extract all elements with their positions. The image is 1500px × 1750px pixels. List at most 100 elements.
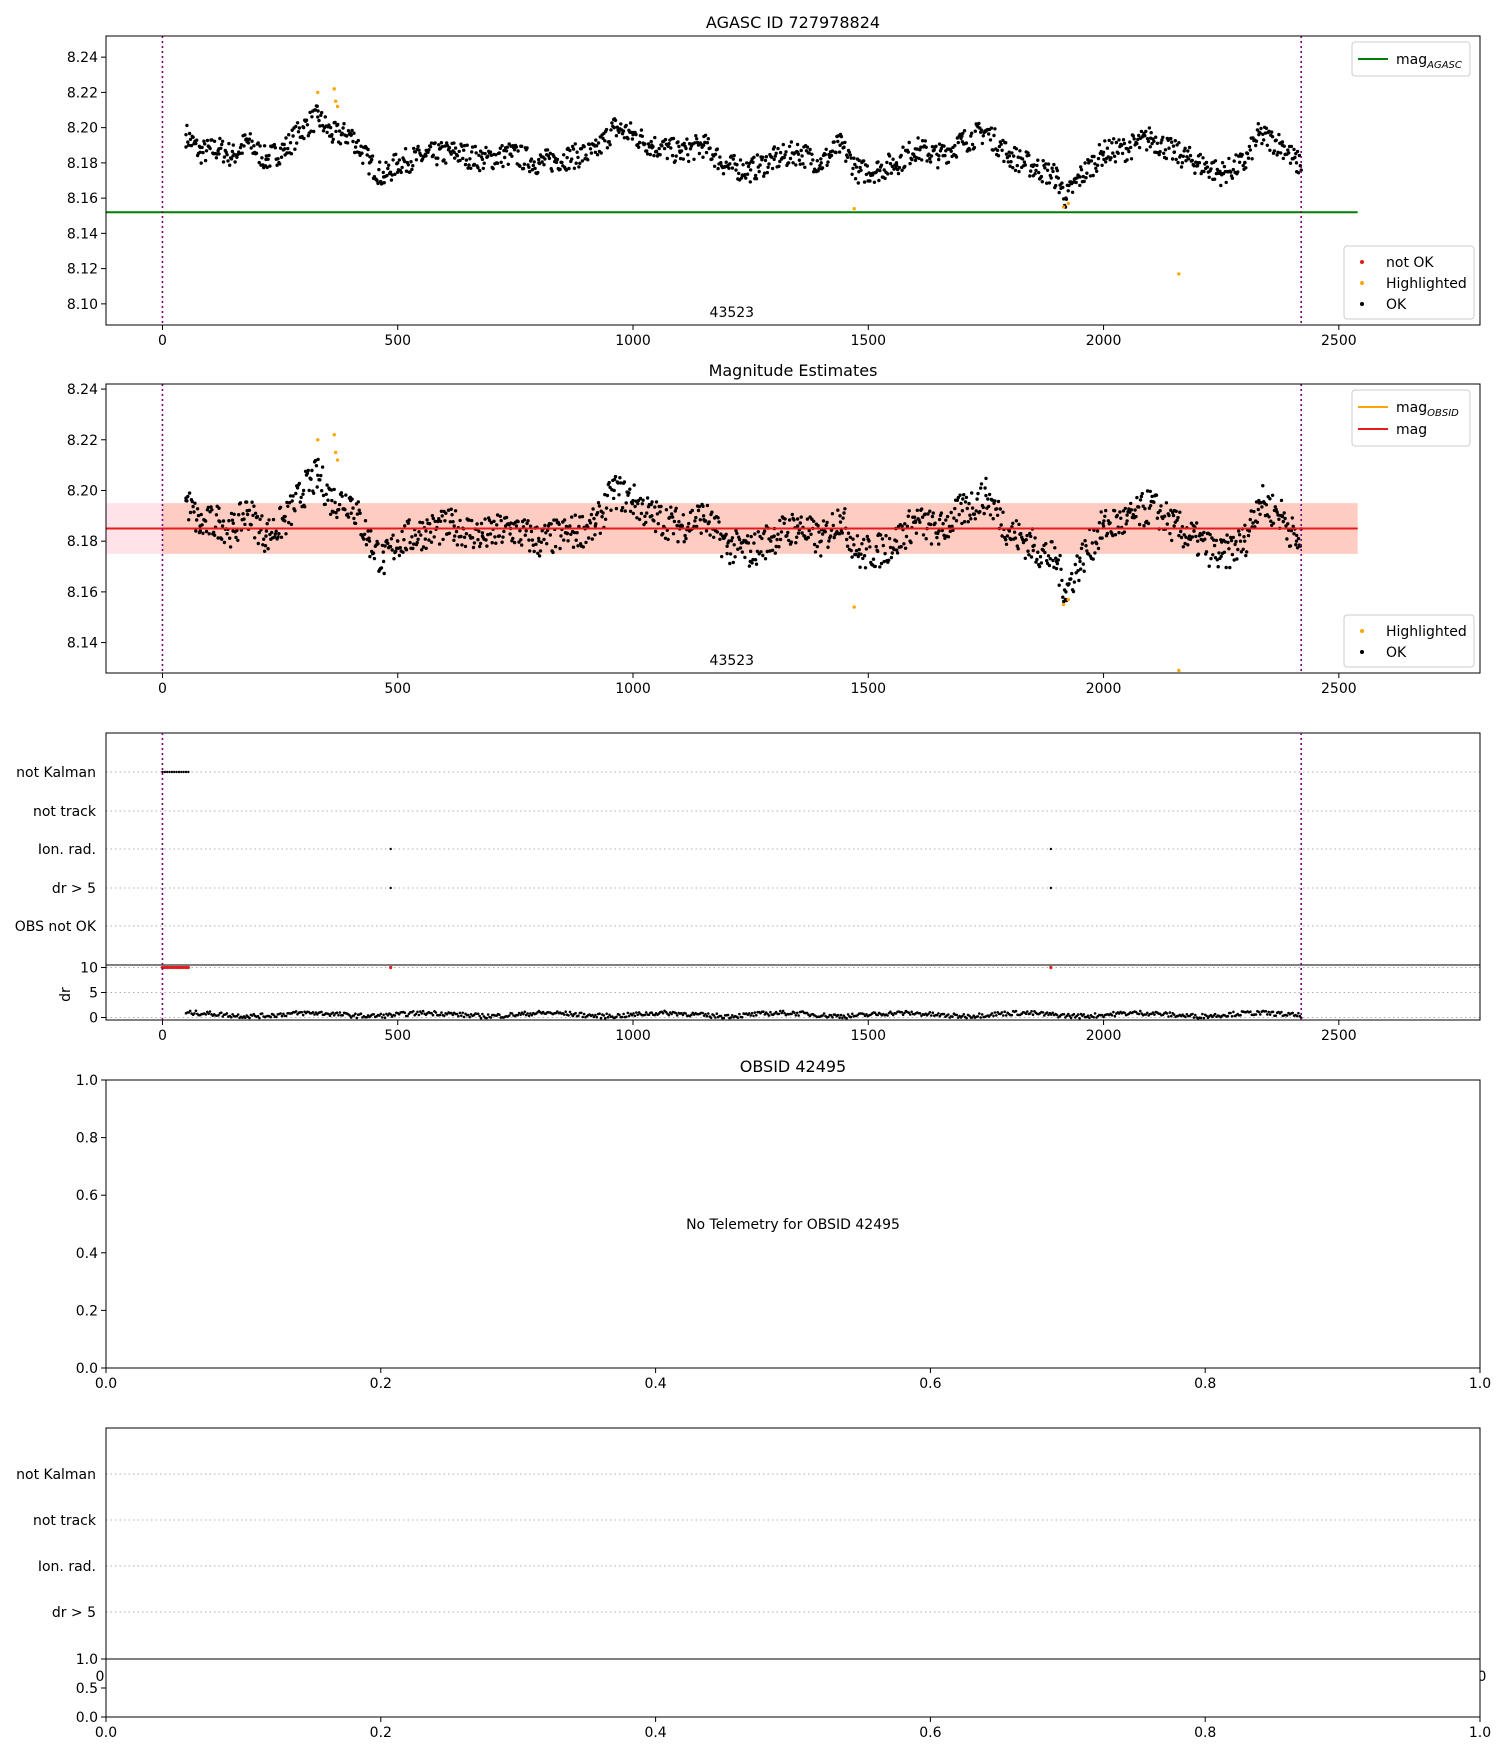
ok-point	[587, 536, 591, 540]
ok-point	[636, 501, 640, 506]
dr-point	[767, 1014, 771, 1017]
ok-point	[570, 144, 575, 149]
ok-point	[444, 511, 448, 515]
ok-point	[937, 529, 941, 533]
ok-point	[1131, 134, 1136, 138]
ok-point	[186, 140, 190, 144]
ok-point	[203, 519, 208, 523]
ok-point	[1109, 156, 1113, 160]
dr-point	[194, 1009, 198, 1013]
ok-point	[522, 518, 527, 522]
flag-point	[163, 770, 167, 774]
ok-point	[1227, 156, 1231, 161]
y-tick-label: 8.16	[67, 585, 98, 601]
ok-point	[876, 160, 880, 164]
ok-point	[666, 537, 670, 542]
ok-point	[391, 533, 395, 537]
ok-point	[449, 152, 453, 156]
ok-point	[968, 148, 972, 152]
ok-point	[217, 519, 221, 523]
ok-point	[1078, 559, 1082, 564]
ok-point	[808, 147, 812, 152]
ok-point	[518, 164, 522, 168]
ok-point	[368, 554, 372, 559]
ok-point	[1248, 148, 1253, 152]
ok-point	[921, 533, 926, 537]
ok-point	[450, 513, 454, 517]
ok-point	[807, 151, 811, 155]
flag-point	[165, 770, 169, 774]
ok-point	[593, 524, 598, 528]
ok-point	[1282, 511, 1286, 515]
ok-point	[1178, 510, 1182, 514]
ok-point	[865, 534, 869, 539]
dr-point	[571, 1014, 575, 1018]
ok-point	[836, 139, 840, 144]
ok-point	[603, 492, 607, 497]
ok-point	[418, 520, 422, 524]
ok-point	[762, 174, 766, 178]
ok-point	[862, 180, 867, 184]
ok-point	[1214, 171, 1219, 176]
ok-point	[351, 139, 355, 144]
ok-point	[816, 524, 820, 528]
ok-point	[1146, 139, 1151, 144]
dr-point	[955, 1013, 959, 1017]
ok-point	[187, 491, 192, 495]
ok-point	[897, 165, 902, 170]
ok-point	[459, 534, 463, 539]
ok-point	[210, 508, 214, 512]
ok-point	[1136, 137, 1140, 142]
ok-point	[1081, 562, 1086, 566]
ok-point	[678, 156, 683, 161]
dr-point	[1110, 1014, 1114, 1017]
dr-point	[397, 1013, 401, 1016]
ok-point	[838, 514, 842, 518]
ok-point	[746, 164, 751, 169]
ok-point	[557, 522, 561, 526]
ok-point	[688, 147, 693, 151]
ok-point	[1268, 148, 1272, 152]
ok-point	[858, 165, 862, 170]
ok-point	[488, 150, 493, 154]
ok-point	[470, 145, 475, 149]
ok-point	[862, 537, 866, 542]
x-tick-label: 1000	[615, 333, 651, 349]
ok-point	[454, 529, 459, 534]
ok-point	[647, 145, 652, 149]
ok-point	[1082, 569, 1086, 573]
dr-point	[633, 1014, 637, 1018]
ok-point	[356, 500, 360, 504]
ok-point	[956, 495, 960, 500]
ok-point	[708, 146, 712, 150]
ok-point	[878, 533, 883, 537]
ok-point	[258, 144, 262, 148]
ok-point	[730, 166, 735, 170]
ok-point	[495, 513, 500, 517]
ok-point	[695, 524, 699, 529]
ok-point	[453, 534, 457, 538]
ok-point	[800, 154, 804, 158]
dr-point	[476, 1012, 480, 1016]
ok-point	[573, 513, 577, 517]
ok-point	[1138, 498, 1143, 502]
x-tick-label: 500	[384, 1028, 411, 1044]
x-tick-label: 500	[384, 681, 411, 697]
ok-point	[1182, 533, 1186, 537]
dr-point	[582, 1012, 586, 1016]
ok-point	[942, 144, 946, 148]
ok-point	[389, 537, 394, 541]
ok-point	[920, 139, 925, 143]
ok-point	[1164, 501, 1169, 505]
ok-point	[654, 149, 659, 153]
ok-point	[1162, 151, 1166, 155]
ok-point	[809, 532, 813, 536]
x-tick-label: 1.0	[1469, 1725, 1491, 1741]
ok-point	[773, 154, 777, 158]
ok-point	[198, 150, 202, 155]
ok-point	[1070, 190, 1075, 194]
ok-point	[324, 492, 328, 496]
ok-point	[1031, 544, 1035, 548]
ok-point	[943, 153, 947, 158]
ok-point	[840, 531, 844, 535]
